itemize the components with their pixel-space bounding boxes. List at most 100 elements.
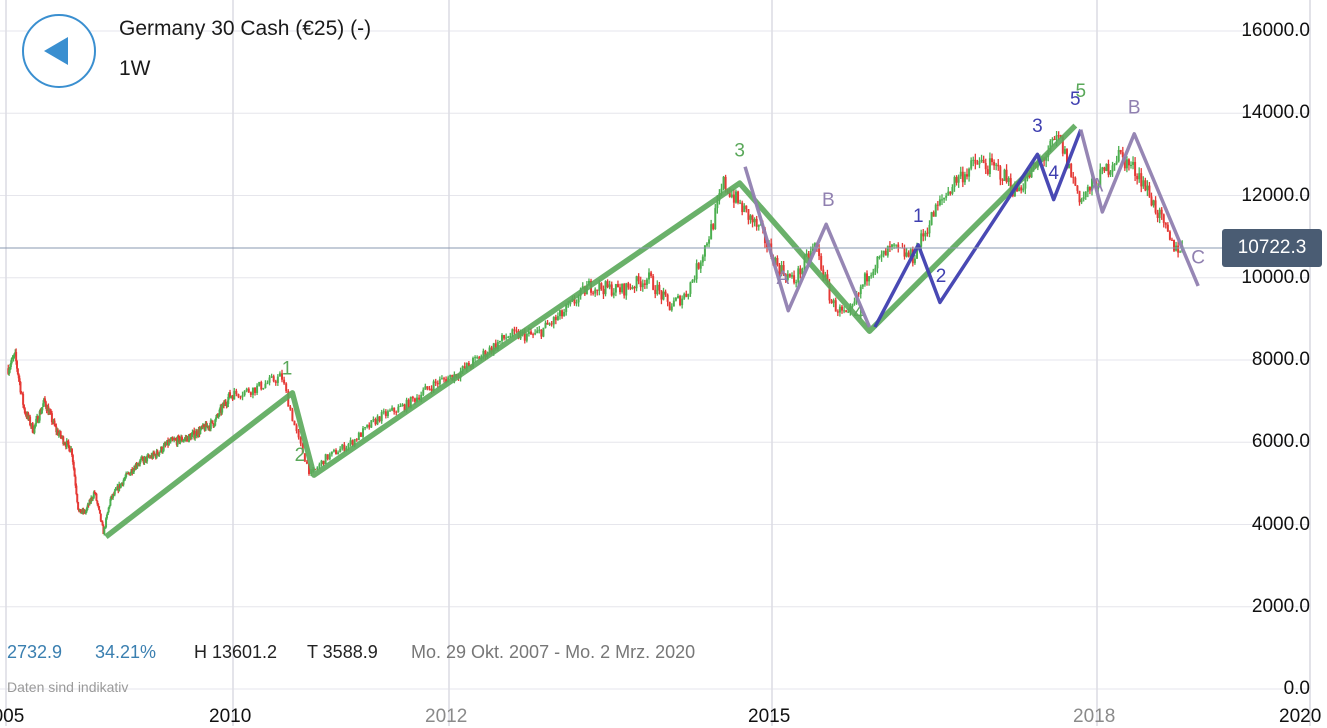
candle-body (1166, 224, 1169, 232)
candle-body (1091, 178, 1093, 191)
candle-body (1177, 245, 1180, 253)
timeframe-label[interactable]: 1W (119, 57, 151, 80)
candle-body (119, 483, 122, 488)
candle-body (974, 159, 977, 164)
candle-body (33, 425, 36, 433)
candle-body (730, 194, 733, 197)
candle-body (274, 381, 277, 383)
candle-body (320, 460, 323, 465)
candle-body (552, 317, 555, 325)
candle-body (59, 431, 62, 437)
candle-body (1063, 149, 1066, 154)
candle-body (581, 286, 584, 289)
candle-body (755, 218, 758, 227)
candle-body (103, 527, 106, 535)
candle-body (215, 414, 218, 418)
candle-body (382, 411, 385, 413)
candle-body (1136, 175, 1139, 180)
candle-body (65, 440, 68, 447)
candle-body (43, 398, 46, 402)
candle-body (212, 423, 215, 427)
candle-body (1158, 209, 1161, 218)
candle-body (728, 192, 731, 197)
candle-body (297, 430, 300, 438)
candle-body (1170, 239, 1173, 241)
x-tick-label: 2012 (425, 706, 468, 727)
candle-body (17, 374, 20, 379)
candle-body (194, 435, 197, 439)
candle-body (513, 329, 516, 331)
candle-body (9, 366, 12, 370)
candle-body (666, 294, 669, 302)
candle-body (209, 420, 212, 430)
candle-body (85, 507, 88, 512)
candle-body (527, 331, 530, 334)
wave-label: 1 (913, 206, 924, 227)
candle-body (266, 382, 269, 384)
candle-body (409, 396, 412, 408)
candle-body (739, 202, 742, 204)
candle-body (1103, 167, 1106, 171)
candle-body (596, 289, 599, 291)
candle-body (882, 250, 885, 255)
candle-body (714, 208, 717, 230)
candle-body (997, 164, 1000, 167)
back-button[interactable] (22, 14, 96, 88)
candle-body (907, 252, 910, 257)
candle-body (1009, 178, 1012, 192)
candle-body (158, 452, 161, 456)
candle-body (966, 174, 968, 177)
candle-body (903, 247, 906, 257)
candle-body (38, 411, 41, 421)
candle-body (62, 436, 65, 445)
candle-body (178, 436, 181, 443)
candle-body (357, 432, 360, 440)
candle-body (953, 177, 956, 188)
candle-body (1134, 161, 1137, 176)
candle-body (637, 276, 640, 282)
candle-body (934, 204, 937, 217)
candle-body (98, 506, 101, 510)
candle-body (264, 383, 267, 388)
candle-body (945, 195, 948, 198)
candle-body (22, 404, 25, 409)
candle-body (391, 407, 394, 411)
candle-body (662, 291, 665, 300)
candle-body (405, 399, 408, 411)
candle-body (1088, 186, 1091, 191)
candle-body (505, 337, 508, 339)
candle-body (880, 254, 883, 257)
y-tick-label: 16000.0 (1241, 20, 1310, 41)
candle-body (16, 368, 19, 375)
candle-body (169, 439, 172, 442)
candle-body (183, 438, 186, 441)
candle-body (72, 462, 75, 469)
candle-body (8, 369, 11, 374)
candle-body (176, 436, 179, 445)
candle-body (1082, 197, 1085, 200)
candle-body (443, 378, 446, 380)
candle-body (1113, 163, 1116, 166)
candle-body (995, 164, 998, 166)
candle-body (71, 448, 74, 456)
candle-body (710, 224, 713, 240)
candle-body (993, 162, 996, 166)
candle-body (720, 188, 723, 194)
candle-body (67, 441, 70, 446)
candle-body (112, 493, 115, 498)
candle-body (868, 276, 871, 282)
candle-body (27, 413, 30, 419)
candle-body (362, 428, 365, 437)
candle-body (50, 411, 53, 414)
candle-body (922, 233, 925, 237)
candle-body (69, 451, 72, 453)
candle-body (40, 410, 43, 414)
candle-body (445, 379, 448, 383)
candle-body (494, 343, 497, 350)
candle-body (641, 283, 644, 288)
candle-body (395, 411, 398, 413)
candle-body (19, 382, 22, 393)
candle-body (465, 362, 468, 369)
candle-body (978, 160, 981, 165)
